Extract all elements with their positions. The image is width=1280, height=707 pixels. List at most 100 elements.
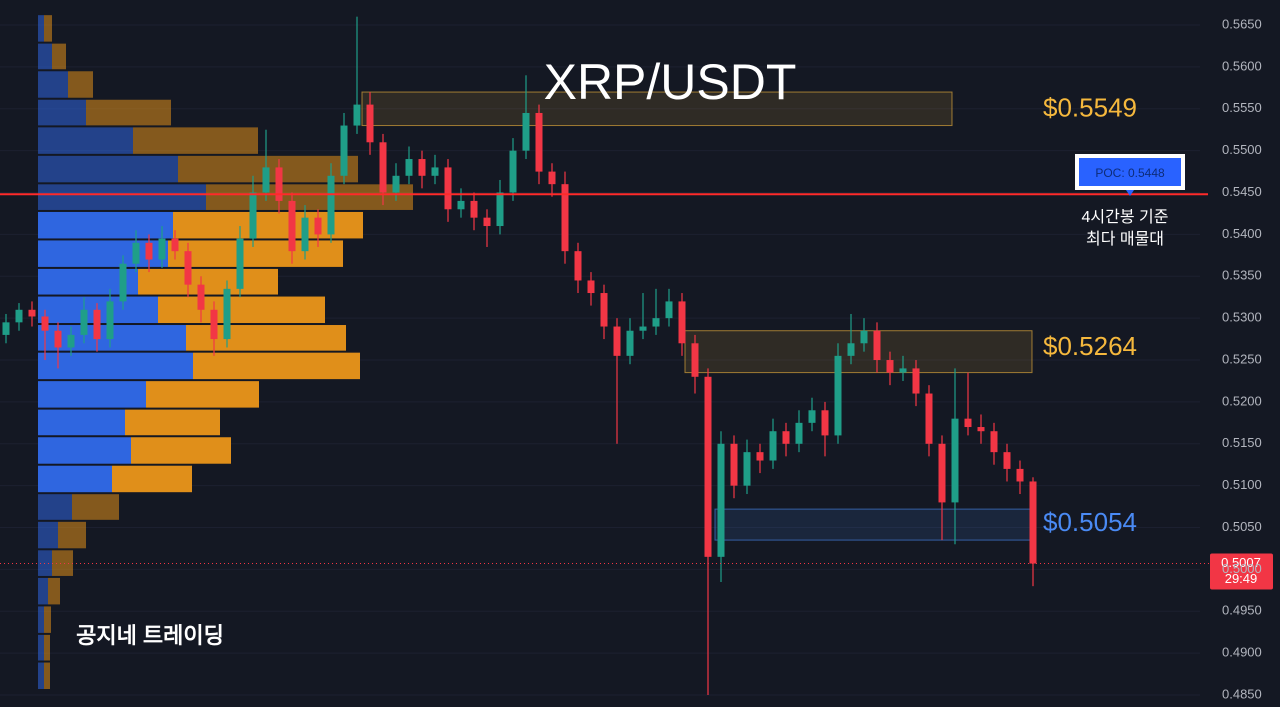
volume-profile <box>38 15 413 689</box>
sell-volume-bar <box>44 634 50 661</box>
candle-body <box>509 150 517 193</box>
candle-body <box>561 184 569 252</box>
candle-body <box>67 334 75 348</box>
candle-body <box>314 217 322 235</box>
poc-note: 최다 매물대 <box>1086 230 1164 248</box>
sell-volume-bar <box>158 296 325 324</box>
sell-volume-bar <box>48 577 60 605</box>
candle-body <box>990 431 998 453</box>
y-tick-label: 0.5400 <box>1222 226 1262 241</box>
candle-body <box>769 431 777 461</box>
candle-body <box>171 238 179 252</box>
candle-body <box>496 192 504 227</box>
candle-body <box>2 322 10 335</box>
sell-volume-bar <box>52 43 66 70</box>
candle-body <box>665 301 673 319</box>
candle-body <box>366 104 374 143</box>
candle-body <box>444 167 452 210</box>
y-tick-label: 0.4850 <box>1222 686 1262 701</box>
candle-body <box>340 125 348 176</box>
candle-body <box>951 418 959 503</box>
y-tick-label: 0.5150 <box>1222 435 1262 450</box>
sell-volume-bar <box>138 268 278 295</box>
buy-volume-bar <box>38 43 52 70</box>
poc-label: POC: 0.5448 <box>1095 166 1165 180</box>
candle-body <box>41 316 49 331</box>
candle-body <box>483 217 491 227</box>
candle-body <box>587 280 595 294</box>
candle-body <box>106 301 114 340</box>
candle-body <box>210 309 218 340</box>
candle-body <box>860 330 868 344</box>
y-tick-label: 0.5300 <box>1222 310 1262 325</box>
chart-title: XRP/USDT <box>544 54 797 110</box>
zone-box <box>361 91 953 127</box>
y-tick-label: 0.5450 <box>1222 184 1262 199</box>
sell-volume-bar <box>44 606 51 633</box>
candle-body <box>184 251 192 285</box>
candle-body <box>795 422 803 444</box>
sell-volume-bar <box>186 325 346 351</box>
candle-body <box>912 368 920 394</box>
candle-body <box>847 343 855 356</box>
candle-body <box>236 238 244 289</box>
buy-volume-bar <box>38 521 58 549</box>
candle-body <box>392 175 400 193</box>
buy-volume-bar <box>38 634 44 661</box>
sell-volume-bar <box>206 184 413 210</box>
candle-body <box>886 360 894 373</box>
zone-box <box>684 330 1033 374</box>
poc-note: 4시간봉 기준 <box>1082 208 1169 226</box>
candle-body <box>1003 452 1011 469</box>
candle-body <box>1016 468 1024 482</box>
buy-volume-bar <box>38 127 133 154</box>
candle-body <box>600 293 608 327</box>
buy-volume-bar <box>38 577 48 605</box>
last-price-label: 0.5007 <box>1221 555 1261 570</box>
candle-body <box>743 452 751 486</box>
candle-body <box>327 175 335 235</box>
buy-volume-bar <box>38 211 173 239</box>
candle-body <box>54 330 62 348</box>
last-price-box <box>1210 553 1273 590</box>
buy-volume-bar <box>38 184 206 210</box>
buy-volume-bar <box>38 352 193 380</box>
zone-label: $0.5549 <box>1043 93 1137 123</box>
candle-body <box>873 330 881 361</box>
sell-volume-bar <box>193 352 360 380</box>
y-tick-label: 0.5050 <box>1222 519 1262 534</box>
candle-body <box>405 159 413 176</box>
countdown-label: 29:49 <box>1225 571 1258 586</box>
candle-body <box>808 410 816 423</box>
candle-body <box>158 238 166 260</box>
buy-volume-bar <box>38 155 178 183</box>
candle-body <box>756 452 764 461</box>
buy-volume-bar <box>38 465 112 493</box>
candle-body <box>418 159 426 176</box>
buy-volume-bar <box>38 15 44 42</box>
candle-body <box>548 171 556 185</box>
candle-body <box>964 418 972 428</box>
y-tick-label: 0.5250 <box>1222 351 1262 366</box>
candle-body <box>938 443 946 503</box>
candle-body <box>93 309 101 340</box>
candle-body <box>717 443 725 557</box>
y-tick-label: 0.5500 <box>1222 142 1262 157</box>
candle-body <box>535 112 543 172</box>
candle-body <box>431 167 439 176</box>
sell-volume-bar <box>44 662 50 689</box>
y-tick-label: 0.5550 <box>1222 100 1262 115</box>
y-tick-label: 0.5200 <box>1222 393 1262 408</box>
buy-volume-bar <box>38 71 68 98</box>
sell-volume-bar <box>72 494 119 520</box>
y-tick-label: 0.5350 <box>1222 268 1262 283</box>
candle-body <box>821 410 829 436</box>
sell-volume-bar <box>86 99 171 126</box>
sell-volume-bar <box>58 521 86 549</box>
poc-pointer <box>1126 190 1134 196</box>
y-tick-label: 0.5000 <box>1222 561 1262 576</box>
candle-body <box>132 242 140 264</box>
sell-volume-bar <box>44 15 52 42</box>
